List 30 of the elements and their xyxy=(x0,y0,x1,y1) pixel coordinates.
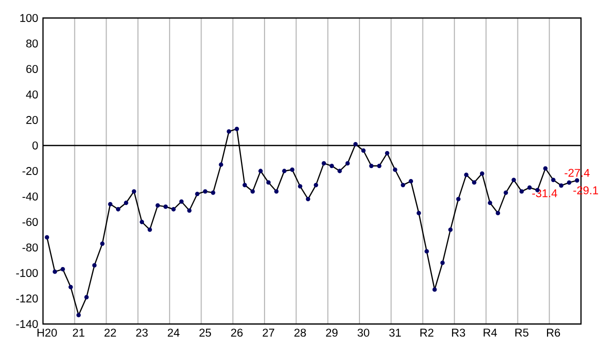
y-tick-label: 20 xyxy=(26,116,38,124)
y-tick-label: -80 xyxy=(22,244,38,252)
x-tick-label: 30 xyxy=(358,328,370,337)
y-tick-label: 80 xyxy=(26,40,38,48)
y-tick-label: 100 xyxy=(20,14,38,22)
x-tick-label: 25 xyxy=(199,328,211,337)
x-tick-label: R3 xyxy=(452,328,466,337)
y-tick-label: 60 xyxy=(26,65,38,73)
x-tick-label: 21 xyxy=(72,328,84,337)
x-tick-label: 28 xyxy=(294,328,306,337)
x-tick-label: 27 xyxy=(262,328,274,337)
x-tick-label: 31 xyxy=(389,328,401,337)
x-tick-label: 22 xyxy=(104,328,116,337)
y-tick-label: 0 xyxy=(32,142,38,150)
y-tick-label: -140 xyxy=(16,320,38,328)
x-tick-label: 29 xyxy=(326,328,338,337)
x-tick-label: 24 xyxy=(168,328,180,337)
y-tick-label: -100 xyxy=(16,269,38,277)
x-tick-label: R4 xyxy=(484,328,497,336)
x-tick-label: R6 xyxy=(547,328,560,337)
y-tick-label: -40 xyxy=(22,192,38,200)
y-tick-label: -120 xyxy=(16,294,38,302)
y-tick-label: 40 xyxy=(26,90,38,98)
x-tick-label: 26 xyxy=(231,328,243,337)
x-tick-label: 23 xyxy=(136,328,148,337)
x-tick-label: R2 xyxy=(420,328,434,337)
x-tick-label: R5 xyxy=(515,328,528,337)
y-tick-label: -60 xyxy=(22,218,38,226)
x-tick-label: H20 xyxy=(38,328,57,337)
y-tick-label: -20 xyxy=(22,167,38,175)
